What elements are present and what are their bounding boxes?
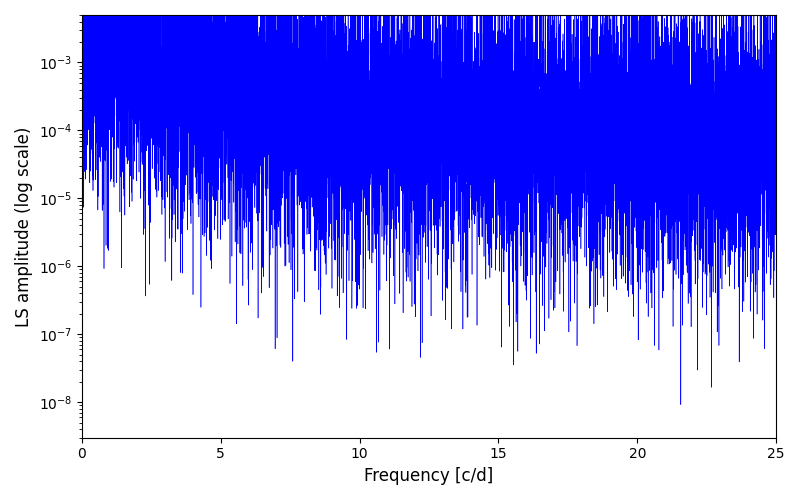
X-axis label: Frequency [c/d]: Frequency [c/d]	[364, 467, 494, 485]
Y-axis label: LS amplitude (log scale): LS amplitude (log scale)	[15, 126, 33, 326]
